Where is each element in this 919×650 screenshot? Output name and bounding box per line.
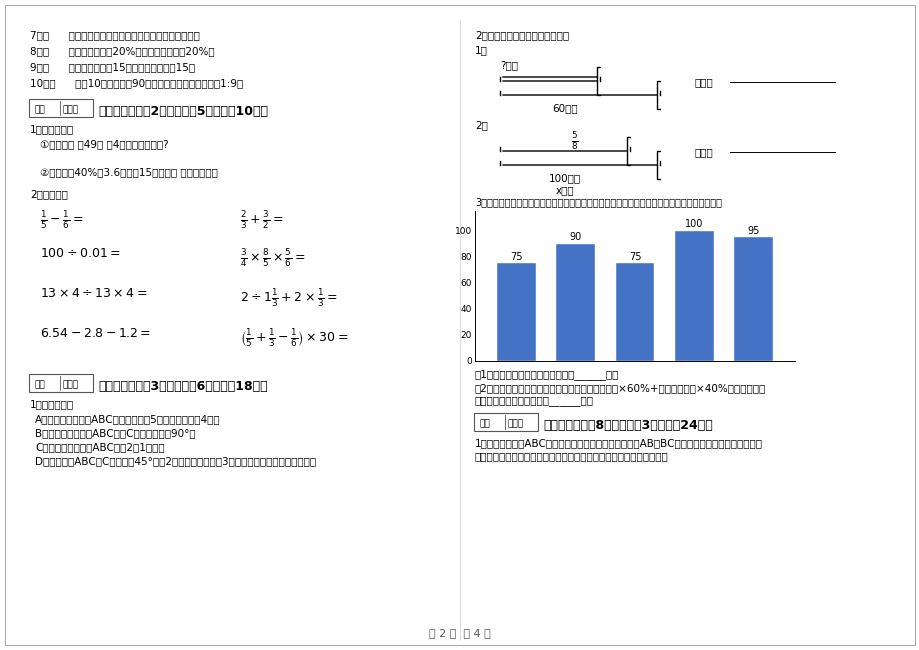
Text: $100\div0.01=$: $100\div0.01=$: [40, 247, 120, 260]
Text: $\frac{5}{8}$: $\frac{5}{8}$: [571, 130, 578, 152]
Text: x千米: x千米: [555, 185, 573, 195]
Text: 75: 75: [510, 252, 522, 262]
Bar: [615, 263, 653, 361]
Text: 2、算一算。: 2、算一算。: [30, 189, 68, 199]
Text: ①一个数的 比49的 少4，这个数是多少?: ①一个数的 比49的 少4，这个数是多少?: [40, 139, 168, 149]
Bar: [733, 237, 772, 361]
Text: 六、应用题（共8小题，每题3分，共计24分）: 六、应用题（共8小题，每题3分，共计24分）: [542, 419, 712, 432]
Text: C、将下面的三角形ABC，按2：1放大。: C、将下面的三角形ABC，按2：1放大。: [35, 442, 165, 452]
Text: $13\times4\div13\times4=$: $13\times4\div13\times4=$: [40, 287, 147, 300]
Text: 2、: 2、: [474, 120, 487, 130]
Text: $\frac{1}{5}-\frac{1}{6}=$: $\frac{1}{5}-\frac{1}{6}=$: [40, 209, 84, 231]
Text: 得分: 得分: [35, 380, 46, 389]
Text: 1、: 1、: [474, 45, 487, 55]
Text: 10、（      ）把10克的盐放入90克的水中，盐和盐水的比是1:9。: 10、（ ）把10克的盐放入90克的水中，盐和盐水的比是1:9。: [30, 78, 243, 88]
Bar: [556, 244, 595, 361]
Text: 2、看图列算式或方程，不计算：: 2、看图列算式或方程，不计算：: [474, 30, 569, 40]
Text: 60千克: 60千克: [551, 103, 577, 113]
Text: ?千克: ?千克: [499, 60, 517, 70]
Text: 评卷人: 评卷人: [62, 380, 79, 389]
Text: ②一个数的40%与3.6的和与15的比值是 ，求这个数。: ②一个数的40%与3.6的和与15的比值是 ，求这个数。: [40, 167, 218, 177]
FancyBboxPatch shape: [473, 413, 538, 431]
Text: $6.54-2.8-1.2=$: $6.54-2.8-1.2=$: [40, 327, 151, 340]
Text: 列式：: 列式：: [694, 77, 713, 87]
Text: 95: 95: [746, 226, 759, 236]
Bar: [496, 263, 535, 361]
Text: 75: 75: [628, 252, 641, 262]
Text: 同的圆锥。沿着哪条边旋转得到的圆锥体积比较大？是多少立方分米？: 同的圆锥。沿着哪条边旋转得到的圆锥体积比较大？是多少立方分米？: [474, 451, 668, 461]
Text: 第 2 页  共 4 页: 第 2 页 共 4 页: [428, 628, 491, 638]
Text: 3、如图是王平六年级第一学期四次数学平时成绩和数学期末测试成绩统计图，请根据图填空：: 3、如图是王平六年级第一学期四次数学平时成绩和数学期末测试成绩统计图，请根据图填…: [474, 197, 721, 207]
Text: 90: 90: [569, 232, 581, 242]
Text: （2）数学学期成绩是这样算的：平时成绩的平均分×60%+期末测验成绩×40%。王平六年级: （2）数学学期成绩是这样算的：平时成绩的平均分×60%+期末测验成绩×40%。王…: [474, 383, 766, 393]
Text: 1、把直角三角形ABC（如下图）（单位：分米）沿着边AB和BC分别旋转一周，可以得到两个不: 1、把直角三角形ABC（如下图）（单位：分米）沿着边AB和BC分别旋转一周，可以…: [474, 438, 762, 448]
FancyBboxPatch shape: [29, 374, 93, 392]
Text: $\frac{2}{3}+\frac{3}{2}=$: $\frac{2}{3}+\frac{3}{2}=$: [240, 209, 283, 231]
Text: 评卷人: 评卷人: [507, 419, 524, 428]
Text: 1、依次解答。: 1、依次解答。: [30, 399, 74, 409]
Text: 7、（      ）一条路，修了的米数和未修的米数成反比例。: 7、（ ）一条路，修了的米数和未修的米数成反比例。: [30, 30, 199, 40]
Bar: [675, 231, 713, 361]
Text: D、在三角形ABC的C点南偏东45°方向2厘米处画一个直径3厘米的圆（长度为实际长度）。: D、在三角形ABC的C点南偏东45°方向2厘米处画一个直径3厘米的圆（长度为实际…: [35, 456, 316, 466]
Text: 五、综合题（共3小题，每题6分，共计18分）: 五、综合题（共3小题，每题6分，共计18分）: [98, 380, 267, 393]
Text: 1、列式计算。: 1、列式计算。: [30, 124, 74, 134]
Text: 8、（      ）如果甲比乙多20%，则乙比甲一定少20%。: 8、（ ）如果甲比乙多20%，则乙比甲一定少20%。: [30, 46, 214, 56]
Text: 评卷人: 评卷人: [62, 105, 79, 114]
Text: 100: 100: [685, 219, 703, 229]
Text: 得分: 得分: [480, 419, 490, 428]
Text: $\left(\frac{1}{5}+\frac{1}{3}-\frac{1}{6}\right)\times30=$: $\left(\frac{1}{5}+\frac{1}{3}-\frac{1}{…: [240, 327, 348, 349]
Text: 四、计算题（共2小题，每题5分，共计10分）: 四、计算题（共2小题，每题5分，共计10分）: [98, 105, 267, 118]
Text: 9、（      ）甲数比乙数多15，乙数就比甲数少15。: 9、（ ）甲数比乙数多15，乙数就比甲数少15。: [30, 62, 195, 72]
Text: （1）王平四次平时成绩的平均分是______分。: （1）王平四次平时成绩的平均分是______分。: [474, 369, 618, 380]
Text: 得分: 得分: [35, 105, 46, 114]
Text: 100千米: 100千米: [549, 173, 581, 183]
Text: A、将下面的三角形ABC，先向下平移5格，再向左平移4格。: A、将下面的三角形ABC，先向下平移5格，再向左平移4格。: [35, 414, 221, 424]
Text: 列式：: 列式：: [694, 147, 713, 157]
FancyBboxPatch shape: [29, 99, 93, 117]
Text: $\frac{3}{4}\times\frac{8}{5}\times\frac{5}{6}=$: $\frac{3}{4}\times\frac{8}{5}\times\frac…: [240, 247, 305, 269]
Text: 第一学期的数学学期成绩是______分。: 第一学期的数学学期成绩是______分。: [474, 396, 594, 406]
Text: B、将下面的三角形ABC，绕C点逆时针旋转90°。: B、将下面的三角形ABC，绕C点逆时针旋转90°。: [35, 428, 196, 438]
Text: $2\div1\frac{1}{3}+2\times\frac{1}{3}=$: $2\div1\frac{1}{3}+2\times\frac{1}{3}=$: [240, 287, 337, 309]
